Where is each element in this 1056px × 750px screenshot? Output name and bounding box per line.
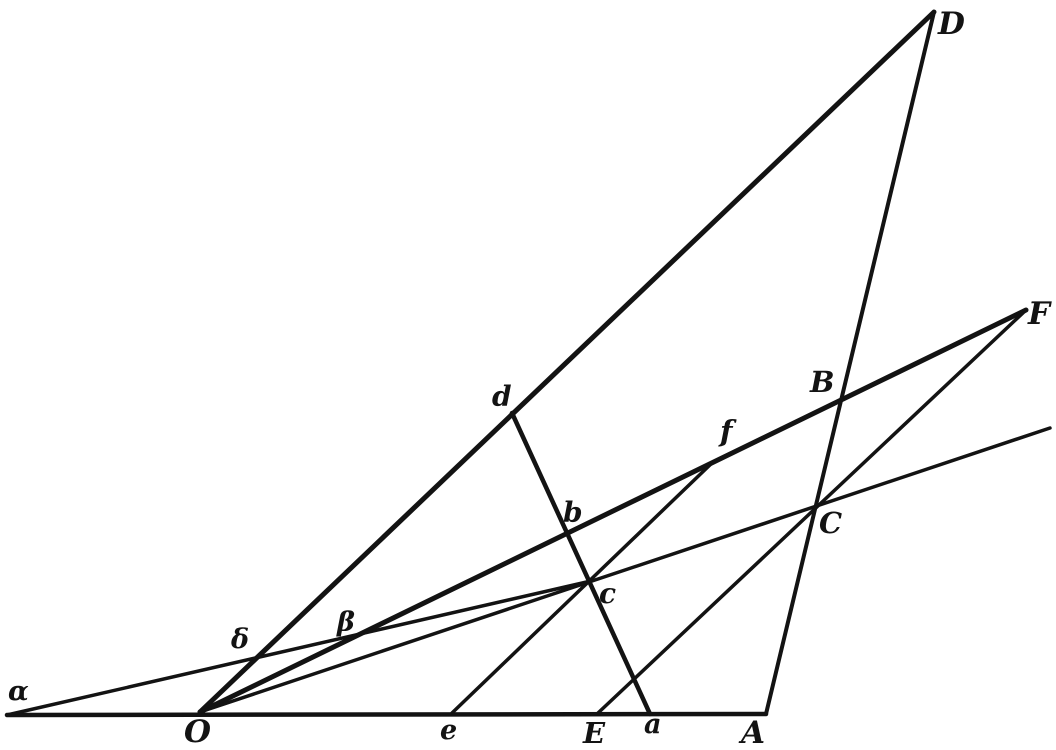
point-label-B: B [809, 365, 835, 399]
point-label-b: b [563, 496, 583, 529]
point-label-C: C [819, 506, 842, 540]
line-d-b-c-a [509, 410, 653, 717]
point-label-a: a [644, 709, 662, 740]
line-ray-O-D [197, 9, 937, 715]
point-label-beta: β [336, 607, 355, 638]
line-ray-O-C [198, 426, 1052, 714]
point-label-F: F [1027, 296, 1052, 332]
point-label-f: f [718, 414, 737, 448]
line-alpha-delta-beta-c [5, 579, 593, 717]
line-baseline-O-A [4, 711, 769, 718]
line-e-c-f [450, 460, 715, 715]
line-A-C-B-D [764, 10, 936, 716]
point-label-A: A [738, 715, 765, 750]
point-label-delta: δ [230, 624, 249, 655]
line-E-C-F [596, 309, 1027, 715]
point-label-e: e [440, 715, 457, 746]
point-label-alpha: α [8, 676, 29, 707]
point-label-E: E [582, 716, 606, 750]
point-label-O: O [184, 714, 211, 750]
point-label-c: c [599, 577, 616, 610]
line-ray-O-F [197, 307, 1029, 715]
point-label-D: D [937, 6, 965, 42]
point-label-d: d [492, 380, 512, 413]
